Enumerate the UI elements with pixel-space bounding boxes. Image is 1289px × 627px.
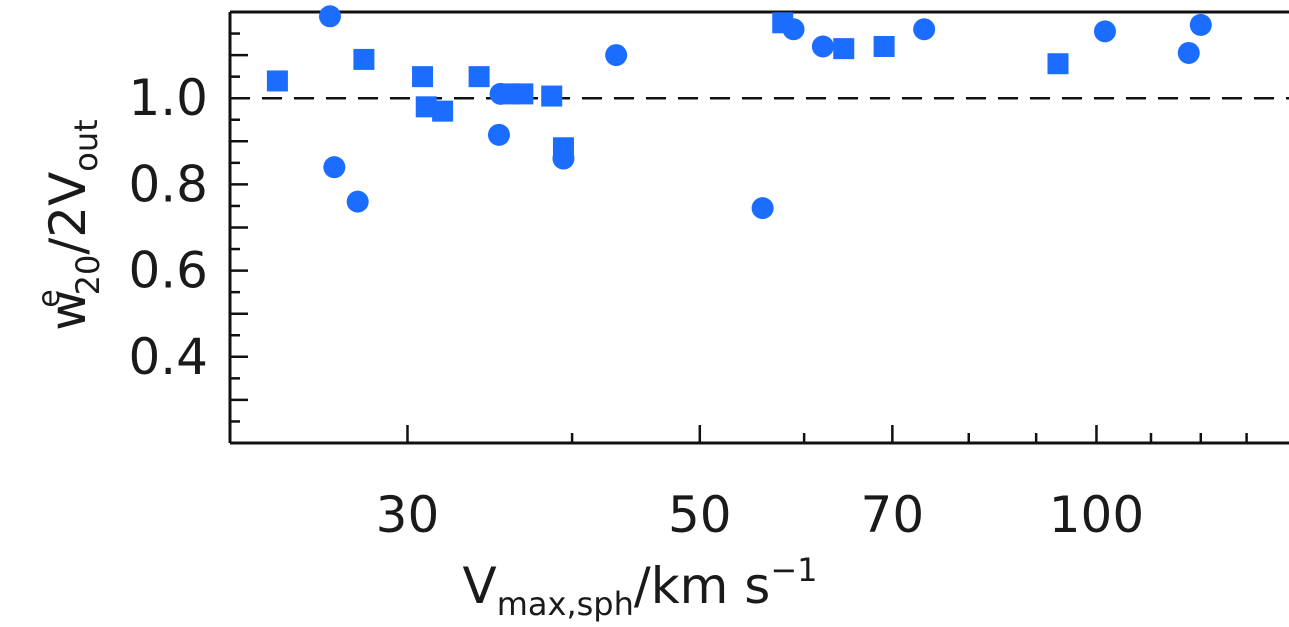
y-tick-label: 0.4 bbox=[128, 328, 208, 386]
square-point bbox=[873, 35, 895, 57]
y-axis-title: we20/2Vout bbox=[32, 119, 107, 330]
x-tick-label: 50 bbox=[668, 486, 732, 544]
circle-point bbox=[811, 35, 834, 58]
square-point bbox=[266, 70, 288, 92]
circle-point bbox=[1093, 20, 1116, 43]
y-tick-label: 0.6 bbox=[128, 242, 208, 300]
square-point bbox=[833, 38, 855, 60]
circle-point bbox=[605, 44, 628, 67]
x-axis-title: Vmax,sph/km s−1 bbox=[463, 551, 818, 623]
circle-point bbox=[1189, 13, 1212, 36]
square-point bbox=[412, 66, 434, 88]
x-axis-ticks: 30 50 70 100 bbox=[376, 425, 1248, 544]
square-point bbox=[552, 137, 574, 159]
circle-point bbox=[751, 197, 774, 220]
square-point bbox=[353, 48, 375, 70]
circle-point bbox=[1177, 41, 1200, 64]
square-point bbox=[1047, 53, 1069, 75]
plot-frame bbox=[228, 10, 1289, 445]
square-point bbox=[432, 100, 454, 122]
circle-point bbox=[323, 156, 346, 179]
data-points bbox=[266, 5, 1212, 220]
circle-point bbox=[487, 123, 510, 146]
x-tick-label: 100 bbox=[1049, 486, 1144, 544]
y-axis-ticks: 0.4 0.6 0.8 1.0 bbox=[128, 10, 248, 423]
circle-point bbox=[346, 190, 369, 213]
circle-point bbox=[913, 18, 936, 41]
circle-point bbox=[318, 5, 341, 28]
square-point bbox=[415, 96, 437, 118]
y-tick-label: 0.8 bbox=[128, 155, 208, 213]
y-tick-label: 1.0 bbox=[128, 69, 208, 127]
x-tick-label: 70 bbox=[861, 486, 925, 544]
square-point bbox=[772, 12, 794, 34]
x-tick-label: 30 bbox=[376, 486, 440, 544]
square-point bbox=[512, 83, 534, 105]
square-point bbox=[468, 66, 490, 88]
square-point bbox=[541, 85, 563, 107]
